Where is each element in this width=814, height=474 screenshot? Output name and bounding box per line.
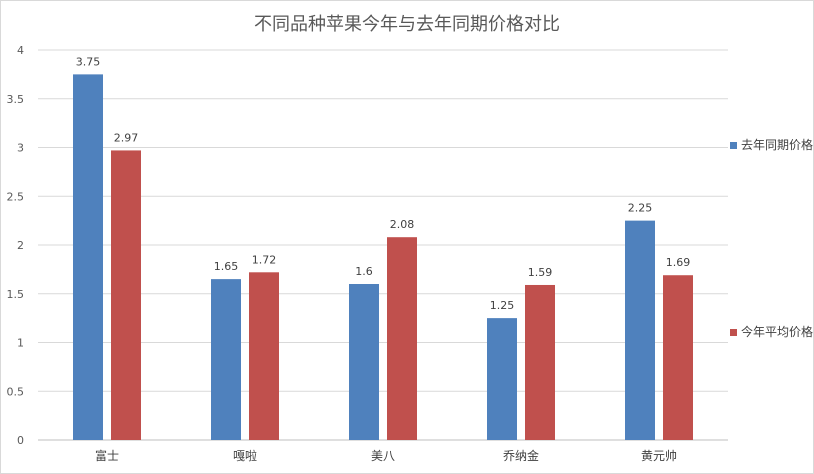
legend-item-series-0: 去年同期价格: [730, 137, 814, 153]
bar: [625, 220, 655, 440]
y-tick-label: 2.5: [7, 190, 25, 203]
bar: [73, 74, 103, 440]
y-tick-label: 0: [17, 434, 24, 447]
y-tick-label: 4: [17, 44, 24, 57]
bar: [211, 279, 241, 440]
data-label: 3.75: [76, 55, 101, 68]
data-label: 1.25: [490, 299, 515, 312]
data-label: 1.72: [252, 253, 277, 266]
data-label: 2.97: [114, 131, 139, 144]
data-label: 2.08: [390, 218, 415, 231]
y-tick-label: 1: [17, 337, 24, 350]
legend-swatch: [730, 142, 737, 149]
x-tick-label: 嘎啦: [233, 448, 257, 463]
data-label: 1.6: [355, 265, 373, 278]
bar: [249, 272, 279, 440]
legend-label: 去年同期价格: [741, 138, 814, 152]
bar: [387, 237, 417, 440]
legend-label: 今年平均价格: [741, 325, 814, 339]
y-tick-label: 0.5: [7, 385, 25, 398]
x-tick-label: 乔纳金: [503, 448, 539, 463]
bar: [349, 284, 379, 440]
data-label: 1.65: [214, 260, 239, 273]
y-tick-label: 3.5: [7, 93, 25, 106]
x-tick-label: 黄元帅: [641, 449, 677, 463]
y-tick-label: 2: [17, 239, 24, 252]
data-label: 1.69: [666, 256, 691, 269]
x-tick-label: 富士: [95, 448, 119, 463]
data-label: 2.25: [628, 202, 653, 215]
chart-title: 不同品种苹果今年与去年同期价格对比: [254, 14, 560, 35]
bar: [663, 275, 693, 440]
legend-swatch: [730, 329, 737, 336]
y-tick-label: 1.5: [7, 288, 25, 301]
y-tick-label: 3: [17, 142, 24, 155]
x-tick-label: 美八: [371, 449, 395, 463]
bar: [111, 150, 141, 441]
legend-item-series-1: 今年平均价格: [730, 324, 814, 340]
bar: [487, 318, 517, 440]
bar: [525, 284, 555, 440]
data-label: 1.59: [528, 266, 553, 279]
